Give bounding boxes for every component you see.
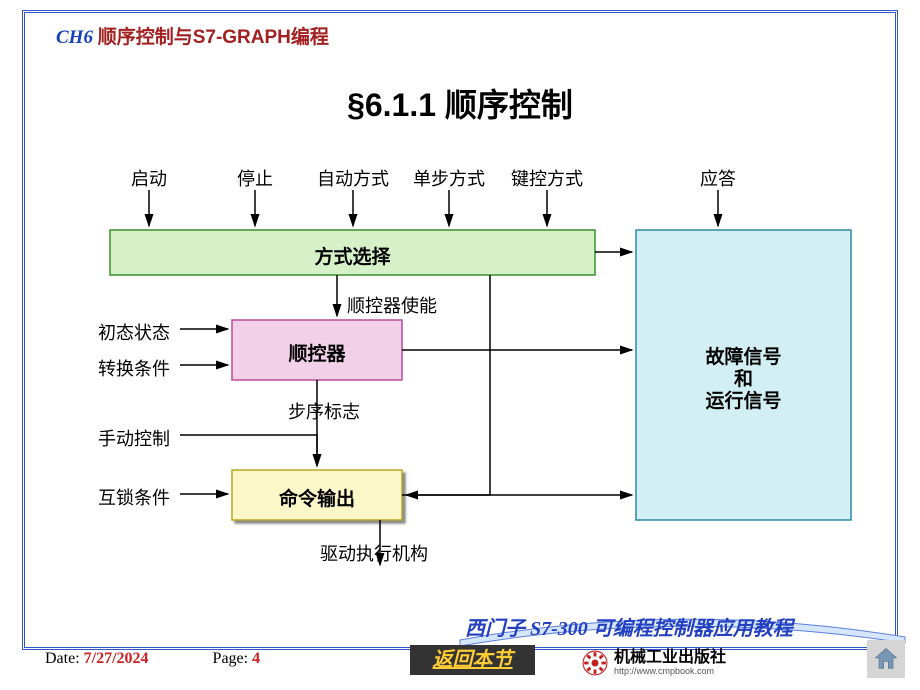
publisher-url: http://www.cmpbook.com xyxy=(614,666,726,676)
input-top-0: 启动 xyxy=(131,165,167,191)
box-fault_box-label: 运行信号 xyxy=(636,386,851,413)
gear-icon xyxy=(582,650,608,676)
input-left-3: 互锁条件 xyxy=(98,484,170,510)
back-button[interactable]: 返回本节 xyxy=(410,645,535,675)
page-label: Page: xyxy=(213,650,249,667)
input-left-2: 手动控制 xyxy=(98,425,170,451)
input-top-1: 停止 xyxy=(237,165,273,191)
box-sequencer-label: 顺控器 xyxy=(232,339,402,366)
chapter-title: 顺序控制与S7-GRAPH编程 xyxy=(98,27,329,48)
date-value: 7/27/2024 xyxy=(84,650,149,667)
edge-label-2: 驱动执行机构 xyxy=(320,540,428,566)
input-top-3: 单步方式 xyxy=(413,165,485,191)
edge-label-1: 步序标志 xyxy=(288,398,360,424)
input-left-0: 初态状态 xyxy=(98,319,170,345)
chapter-header: CH6 顺序控制与S7-GRAPH编程 xyxy=(50,22,335,49)
publisher: 机械工业出版社 http://www.cmpbook.com xyxy=(582,648,726,678)
input-top-2: 自动方式 xyxy=(317,165,389,191)
chapter-code: CH6 xyxy=(56,27,93,48)
home-icon xyxy=(872,645,900,673)
publisher-name: 机械工业出版社 xyxy=(614,650,726,666)
input-top-4: 键控方式 xyxy=(511,165,583,191)
footer: Date: 7/27/2024 Page: 4 xyxy=(45,650,260,668)
page-value: 4 xyxy=(252,650,260,667)
box-mode_select-label: 方式选择 xyxy=(110,242,595,269)
box-command_out-label: 命令输出 xyxy=(232,484,402,511)
date-label: Date: xyxy=(45,650,80,667)
input-left-1: 转换条件 xyxy=(98,355,170,381)
home-button[interactable] xyxy=(867,640,905,678)
tutorial-subtitle: 西门子 S7-300 可编程控制器应用教程 xyxy=(465,612,793,641)
edge-label-0: 顺控器使能 xyxy=(347,292,437,318)
input-top-5: 应答 xyxy=(700,165,736,191)
page-title: §6.1.1 顺序控制 xyxy=(0,80,920,126)
